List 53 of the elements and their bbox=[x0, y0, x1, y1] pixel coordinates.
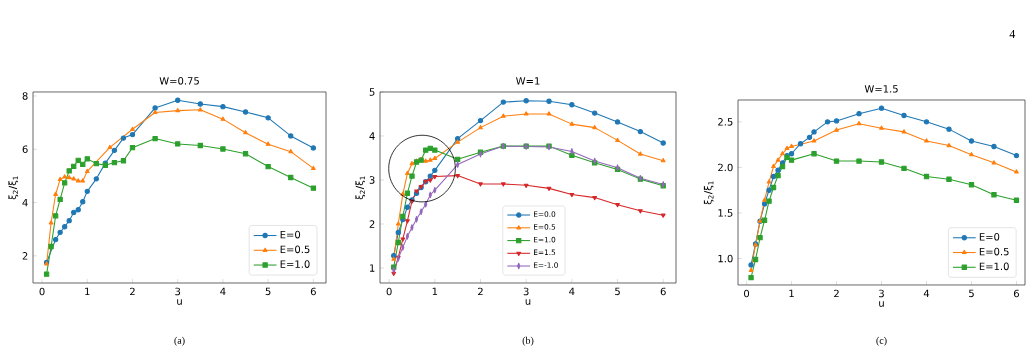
text: (a) bbox=[174, 336, 185, 346]
y-tick-label: 2 bbox=[22, 252, 28, 260]
text: 4 bbox=[1009, 30, 1016, 38]
y-axis-title: ξ$_{2}$/ξ$_{1}$ bbox=[355, 176, 366, 200]
y-axis-title: ξ$_{2}$/ξ$_{1}$ bbox=[703, 181, 714, 205]
y-axis-title: ξ$_{2}$/ξ$_{1}$ bbox=[8, 176, 19, 200]
y-tick-label: 6 bbox=[22, 145, 28, 154]
x-tick-label: 3 bbox=[879, 289, 884, 298]
y-tick-label: 3 bbox=[369, 176, 375, 184]
x-tick-label: 3 bbox=[523, 287, 529, 296]
x-tick-label: 1 bbox=[85, 287, 90, 295]
legend-label: E=1.0 bbox=[979, 262, 1009, 271]
x-tick-label: 2 bbox=[834, 289, 839, 298]
legend-label: E=1.0 bbox=[280, 260, 310, 268]
x-tick-label: 4 bbox=[220, 287, 226, 295]
x-tick-label: 5 bbox=[615, 287, 620, 296]
y-tick-label: 1.0 bbox=[718, 254, 733, 263]
y-tick-label: 5 bbox=[369, 88, 375, 96]
legend-label: E=0.5 bbox=[979, 247, 1009, 256]
y-tick-label: 4 bbox=[369, 132, 375, 140]
x-tick-label: 0 bbox=[386, 287, 392, 296]
x-tick-label: 2 bbox=[478, 287, 483, 296]
x-axis-title: u bbox=[879, 301, 884, 307]
y-tick-label: 1.5 bbox=[718, 209, 733, 217]
y-tick-label: 1 bbox=[370, 264, 375, 272]
x-tick-label: 5 bbox=[969, 289, 974, 298]
y-tick-label: 2.5 bbox=[718, 118, 733, 126]
y-tick-label: 4 bbox=[22, 198, 28, 207]
x-tick-label: 6 bbox=[1013, 289, 1020, 298]
legend-label: E=0 bbox=[979, 233, 1000, 241]
x-axis-title: u bbox=[525, 299, 531, 305]
y-tick-label: 8 bbox=[22, 92, 28, 100]
legend-label: E=0 bbox=[280, 230, 301, 239]
text: (b) bbox=[522, 336, 534, 346]
x-tick-label: 6 bbox=[660, 287, 666, 296]
chart-title: W=0.75 bbox=[159, 77, 199, 85]
chart-title: W=1 bbox=[516, 77, 540, 85]
x-tick-label: 5 bbox=[265, 287, 271, 296]
chart-title: W=1.5 bbox=[864, 85, 898, 93]
x-tick-label: 6 bbox=[310, 287, 316, 296]
y-tick-label: 2 bbox=[369, 220, 375, 228]
x-tick-label: 1 bbox=[789, 289, 794, 297]
x-tick-label: 0 bbox=[744, 289, 750, 298]
text: (c) bbox=[876, 336, 887, 346]
x-tick-label: 4 bbox=[923, 289, 930, 297]
x-tick-label: 1 bbox=[432, 287, 438, 295]
x-axis-title: u bbox=[177, 299, 182, 305]
x-tick-label: 0 bbox=[39, 287, 45, 296]
x-tick-label: 2 bbox=[130, 287, 135, 296]
x-tick-label: 3 bbox=[175, 287, 181, 296]
legend-label: E=0.5 bbox=[280, 245, 310, 254]
x-tick-label: 4 bbox=[569, 287, 575, 295]
y-tick-label: 2.0 bbox=[718, 163, 733, 172]
